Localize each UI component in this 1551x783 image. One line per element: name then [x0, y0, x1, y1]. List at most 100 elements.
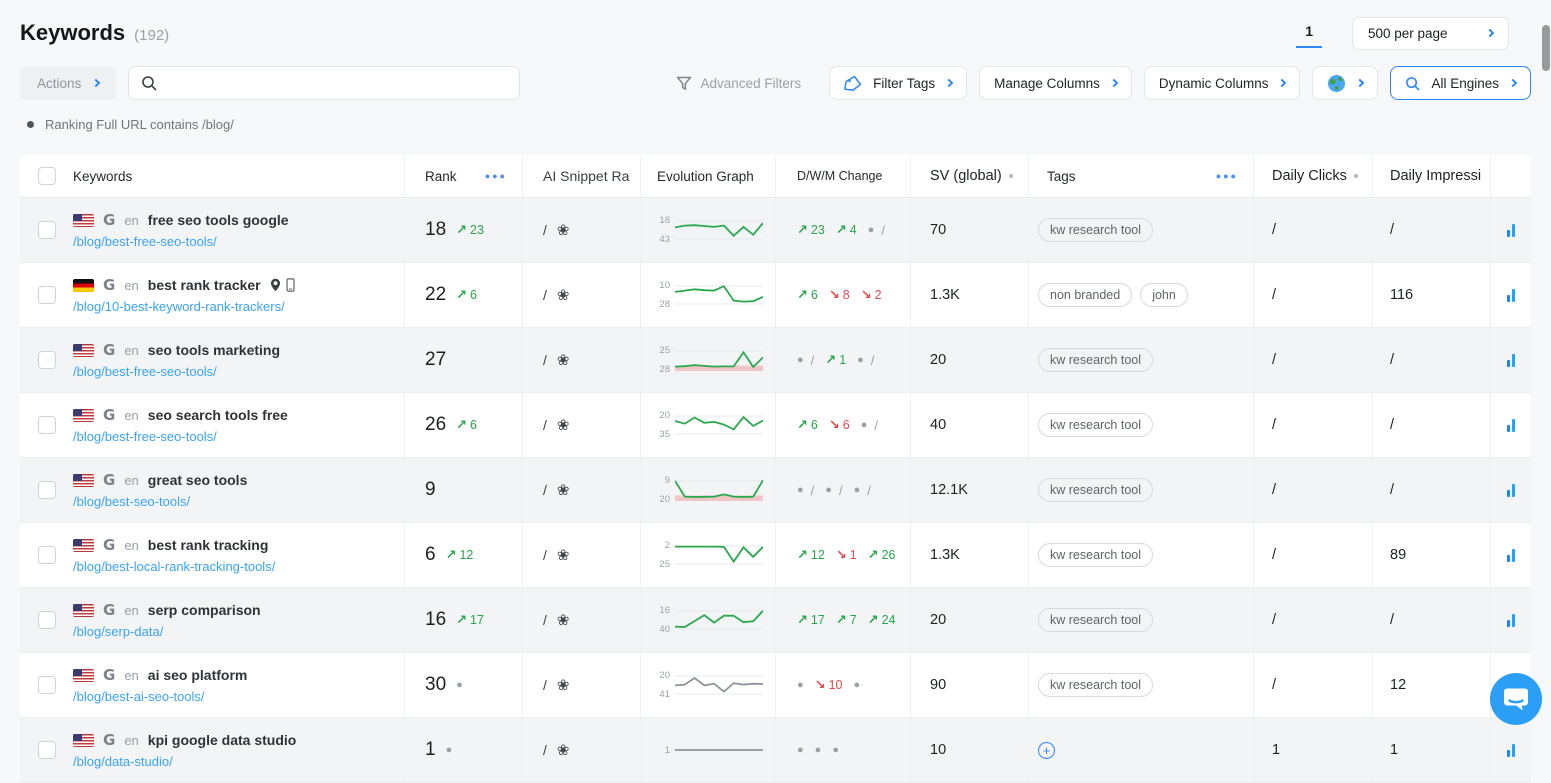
tag-chip[interactable]: john	[1140, 283, 1188, 307]
tag-chip[interactable]: kw research tool	[1038, 478, 1154, 502]
no-data-slash: /	[867, 482, 871, 498]
select-all-checkbox[interactable]	[38, 167, 56, 185]
evolution-cell: 10 28	[641, 263, 776, 327]
evolution-sparkline[interactable]	[675, 540, 763, 570]
row-checkbox[interactable]	[38, 741, 56, 759]
tag-chip[interactable]: kw research tool	[1038, 608, 1154, 632]
per-page-button[interactable]: 500 per page	[1352, 16, 1509, 50]
keyword-url-link[interactable]: /blog/best-free-seo-tools/	[73, 429, 217, 444]
serp-chart-cell	[1491, 393, 1531, 457]
rank-cell: 16 ↗ 17	[405, 588, 523, 652]
row-checkbox[interactable]	[38, 546, 56, 564]
rank-value: 1	[425, 739, 436, 760]
keyword-text[interactable]: free seo tools google	[147, 212, 289, 228]
tag-chip[interactable]: kw research tool	[1038, 348, 1154, 372]
ai-snippet-flower-icon: ❀	[556, 546, 570, 564]
search-box[interactable]	[128, 66, 521, 100]
search-input[interactable]	[165, 74, 508, 92]
keyword-url-link[interactable]: /blog/best-free-seo-tools/	[73, 234, 217, 249]
row-checkbox[interactable]	[38, 416, 56, 434]
dwm-change-item: ● /	[857, 353, 874, 368]
keyword-url-link[interactable]: /blog/serp-data/	[73, 624, 164, 639]
row-checkbox[interactable]	[38, 676, 56, 694]
change-down-arrow-icon: ↘	[828, 287, 840, 303]
keyword-text[interactable]: seo tools marketing	[147, 342, 281, 358]
topbar: Keywords (192) 1 500 per page	[0, 0, 1551, 50]
daily-clicks-value: /	[1254, 458, 1373, 522]
column-menu-icon[interactable]: ●●●	[484, 171, 507, 181]
keyword-url-link[interactable]: /blog/best-free-seo-tools/	[73, 364, 217, 379]
rank-value: 9	[425, 479, 436, 500]
tag-chip[interactable]: kw research tool	[1038, 218, 1154, 242]
evolution-sparkline[interactable]	[675, 670, 763, 700]
dwm-change-item: ●	[815, 744, 822, 756]
chat-widget-button[interactable]	[1490, 673, 1542, 725]
serp-preview-chart-icon[interactable]	[1507, 743, 1515, 757]
serp-preview-chart-icon[interactable]	[1507, 548, 1515, 562]
evolution-sparkline[interactable]	[675, 410, 763, 440]
tag-chip[interactable]: non branded	[1038, 283, 1133, 307]
serp-preview-chart-icon[interactable]	[1507, 613, 1515, 627]
evolution-sparkline[interactable]	[675, 605, 763, 635]
row-checkbox[interactable]	[38, 286, 56, 304]
vertical-scrollbar-thumb[interactable]	[1542, 25, 1550, 71]
all-engines-button[interactable]: All Engines	[1390, 66, 1531, 100]
keyword-url-link[interactable]: /blog/data-studio/	[73, 754, 173, 769]
table-row: G en best rank tracking /blog/best-local…	[20, 523, 1531, 588]
row-checkbox[interactable]	[38, 611, 56, 629]
keyword-text[interactable]: best rank tracker	[147, 277, 261, 293]
serp-preview-chart-icon[interactable]	[1507, 418, 1515, 432]
dynamic-columns-button[interactable]: Dynamic Columns	[1143, 66, 1301, 100]
tag-chip[interactable]: kw research tool	[1038, 673, 1154, 697]
dwm-change-item: ↗ 7	[836, 613, 857, 628]
sparkline-axis-labels: 10 28	[659, 280, 670, 310]
page-number[interactable]: 1	[1296, 18, 1322, 48]
evolution-sparkline[interactable]	[675, 280, 763, 310]
keyword-text[interactable]: ai seo platform	[147, 667, 248, 683]
row-checkbox[interactable]	[38, 351, 56, 369]
keyword-text[interactable]: seo search tools free	[147, 407, 288, 423]
keyword-url-link[interactable]: /blog/best-local-rank-tracking-tools/	[73, 559, 276, 574]
keyword-text[interactable]: serp comparison	[147, 602, 261, 618]
row-checkbox[interactable]	[38, 221, 56, 239]
dwm-change-item: ↗ 17	[797, 613, 825, 628]
change-value: 8	[842, 288, 850, 302]
no-data-slash: /	[810, 482, 815, 498]
keyword-text[interactable]: great seo tools	[147, 472, 248, 488]
keyword-url-link[interactable]: /blog/10-best-keyword-rank-trackers/	[73, 299, 285, 314]
column-menu-icon[interactable]: ●●●	[1215, 171, 1238, 181]
tag-chip[interactable]: kw research tool	[1038, 413, 1154, 437]
row-checkbox[interactable]	[38, 481, 56, 499]
serp-preview-chart-icon[interactable]	[1507, 353, 1515, 367]
evolution-sparkline[interactable]	[675, 215, 763, 245]
add-tag-button[interactable]: +	[1038, 741, 1055, 759]
sort-indicator-icon[interactable]	[1353, 174, 1358, 178]
filter-tags-button[interactable]: Filter Tags	[829, 66, 968, 100]
rank-value: 18	[425, 219, 447, 240]
table-row: G en great seo tools /blog/best-seo-tool…	[20, 458, 1531, 523]
ai-snippet-value: /	[543, 612, 547, 628]
serp-preview-chart-icon[interactable]	[1507, 288, 1515, 302]
evolution-sparkline[interactable]	[675, 345, 763, 375]
chevron-right-icon	[1109, 78, 1119, 88]
keyword-url-link[interactable]: /blog/best-ai-seo-tools/	[73, 689, 205, 704]
advanced-filters-button[interactable]: Advanced Filters	[676, 76, 801, 91]
rank-cell: 27	[405, 328, 523, 392]
change-value: 6	[470, 418, 477, 432]
tag-chip[interactable]: kw research tool	[1038, 543, 1154, 567]
evolution-sparkline[interactable]	[675, 475, 763, 505]
serp-preview-chart-icon[interactable]	[1507, 483, 1515, 497]
serp-preview-chart-icon[interactable]	[1507, 223, 1515, 237]
evolution-sparkline[interactable]	[675, 735, 763, 765]
dwm-change-cell: ● / ● / ● /	[776, 458, 911, 522]
keyword-text[interactable]: kpi google data studio	[147, 732, 297, 748]
manage-columns-button[interactable]: Manage Columns	[979, 66, 1132, 100]
tags-cell: kw research tool	[1029, 393, 1254, 457]
sort-indicator-icon[interactable]	[1008, 174, 1013, 178]
keyword-url-link[interactable]: /blog/best-seo-tools/	[73, 494, 191, 509]
keyword-text[interactable]: best rank tracking	[147, 537, 269, 553]
dwm-change-cell: ● / ↗ 1 ● /	[776, 328, 911, 392]
locale-globe-button[interactable]	[1312, 66, 1379, 100]
rank-change: ↗ 6	[456, 418, 477, 433]
actions-button[interactable]: Actions	[20, 66, 117, 100]
